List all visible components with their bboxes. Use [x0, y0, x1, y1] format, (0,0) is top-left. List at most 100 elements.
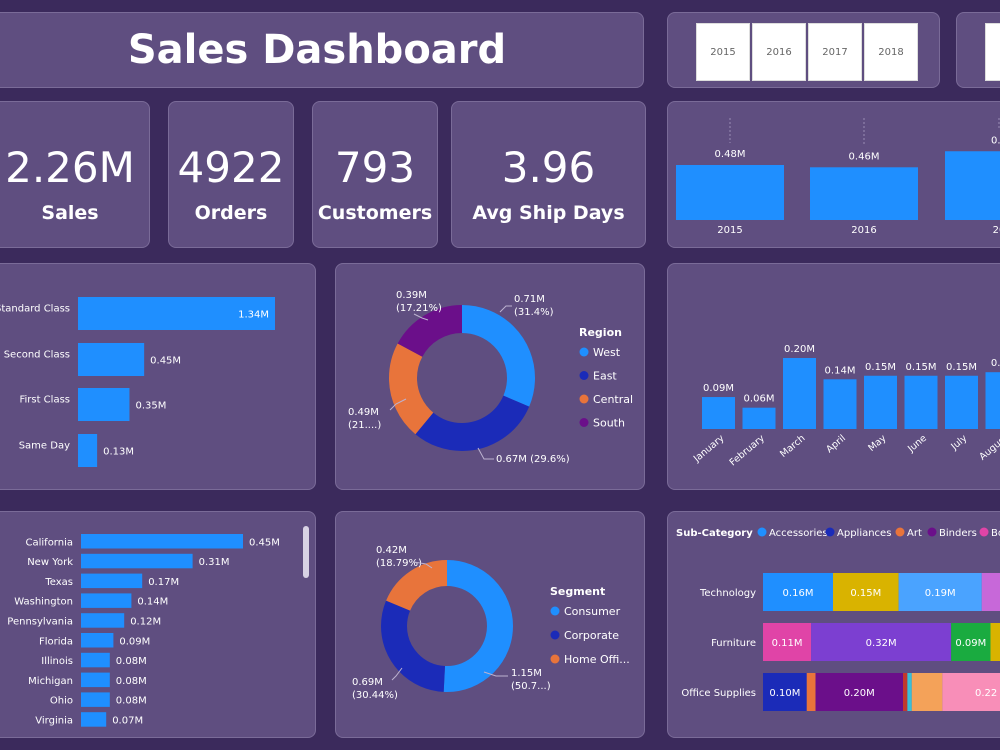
year-tick-label: 20 [993, 225, 1000, 236]
donut-slice-east [389, 305, 535, 451]
donut-leader-line [391, 667, 403, 681]
category-segment [981, 573, 1000, 611]
category-segment [763, 623, 812, 661]
title-card: Sales Dashboard [0, 12, 644, 88]
year-button-2018[interactable]: 2018 [864, 23, 918, 81]
category-segment [951, 623, 991, 661]
state-bar [81, 534, 243, 549]
category-segment [833, 573, 899, 611]
month-bar-label: 0.14M [825, 365, 856, 376]
category-segment [811, 623, 952, 661]
state-scrollbar[interactable] [303, 526, 309, 578]
donut-slice-home-offi- [381, 560, 513, 692]
donut-leader-line [413, 561, 433, 569]
state-bar [81, 573, 143, 589]
legend-swatch [550, 654, 560, 664]
category-label: Furniture [711, 638, 756, 649]
state-bar-label: 0.17M [148, 577, 179, 588]
state-category-label: Texas [44, 577, 73, 588]
month-bar [702, 397, 735, 429]
state-category-label: Pennsylvania [7, 616, 73, 627]
category-segment-label: 0.20M [844, 688, 875, 699]
ship-mode-category-label: Same Day [19, 441, 70, 452]
legend-item: Bo [991, 528, 1000, 539]
year-button-2015[interactable]: 2015 [696, 23, 750, 81]
month-bar [864, 375, 897, 429]
category-segment-label: 0.16M [783, 588, 814, 599]
month-tick-label: August [977, 433, 1000, 463]
sales-by-ship-mode-card: Standard Class 1.34M Second Class 0.45M Firs… [0, 263, 316, 490]
donut-slice-corporate [381, 560, 513, 692]
state-bar-label: 0.08M [116, 696, 147, 707]
category-segment-label: 0.10M [769, 688, 800, 699]
partial-slicer-card [956, 12, 1000, 88]
month-tick-label: June [905, 433, 929, 455]
ship-mode-bar-label: 0.35M [135, 401, 166, 412]
month-bar-label: 0.15M [946, 362, 977, 373]
ship-mode-bar [78, 434, 98, 467]
legend-swatch [757, 527, 767, 537]
donut-data-label: (21....) [348, 420, 381, 431]
category-segment [898, 573, 982, 611]
sales-by-segment-card: 1.15M (50.7...) 0.69M (30.44%) 0.42M (18.79%)… [335, 511, 645, 738]
year-button-2017[interactable]: 2017 [808, 23, 862, 81]
category-segment [907, 673, 912, 711]
month-bar-label: 0.06M [744, 394, 775, 405]
year-tick-label: 2016 [851, 225, 876, 236]
state-bar [81, 633, 114, 648]
month-bar-label: 0.09M [703, 383, 734, 394]
legend-swatch [825, 527, 835, 537]
month-bar-label: 0.15M [865, 362, 896, 373]
category-segment [911, 673, 943, 711]
state-bar-label: 0.12M [130, 616, 161, 627]
sales-by-state-card: California 0.45M New York 0.31M Texas 0.17M Wa… [0, 511, 316, 738]
category-segment [806, 673, 816, 711]
donut-data-label: 0.39M [396, 290, 427, 301]
state-category-label: Florida [39, 636, 73, 647]
legend-item: Appliances [837, 528, 891, 539]
page-title: Sales Dashboard [127, 27, 507, 73]
state-category-label: California [26, 537, 74, 548]
category-segment-label: 0.22 [975, 688, 997, 699]
month-bar [945, 375, 978, 429]
legend-title: Sub-Category [676, 528, 753, 539]
category-label: Technology [699, 588, 756, 599]
partial-slicer-button[interactable] [985, 23, 1000, 81]
year-bar-label: 0.46M [849, 151, 880, 162]
state-bar-label: 0.09M [119, 636, 150, 647]
year-slicer: 2015 2016 2017 2018 [667, 12, 940, 88]
kpi-orders-label: Orders [194, 202, 268, 224]
legend-item: Corporate [564, 629, 619, 642]
state-bar [81, 553, 193, 569]
state-bar-label: 0.08M [116, 676, 147, 687]
category-segment [903, 673, 908, 711]
kpi-sales-value: 2.26M [5, 143, 135, 192]
category-segment [990, 623, 1000, 661]
state-bar [81, 692, 110, 707]
state-category-label: Washington [14, 597, 73, 608]
donut-leader-line [483, 671, 508, 677]
kpi-customers-card: 793 Customers [312, 101, 438, 248]
kpi-avg-ship-label: Avg Ship Days [472, 202, 625, 224]
year-button-2016[interactable]: 2016 [752, 23, 806, 81]
month-tick-label: May [866, 433, 888, 454]
category-label: Office Supplies [681, 688, 756, 699]
category-segment [815, 673, 903, 711]
month-tick-label: July [948, 433, 969, 453]
month-bar [985, 372, 1000, 429]
ship-mode-category-label: Standard Class [0, 304, 70, 315]
kpi-avg-ship-card: 3.96 Avg Ship Days [451, 101, 646, 248]
ship-mode-bar-label: 0.13M [103, 447, 134, 458]
sales-by-state-chart: California 0.45M New York 0.31M Texas 0.17M Wa… [7, 534, 280, 727]
year-bar-label: 0.48M [715, 149, 746, 160]
sales-by-category-card: Sub-Category Accessories Appliances Art Bind… [667, 511, 1000, 738]
ship-mode-bar-label: 1.34M [238, 310, 269, 321]
state-category-label: Virginia [35, 715, 73, 726]
donut-data-label: (18.79%) [376, 558, 422, 569]
month-tick-label: April [824, 433, 848, 455]
state-category-label: Ohio [50, 696, 73, 707]
legend-swatch [579, 347, 589, 357]
month-bar-label: 0.20M [784, 344, 815, 355]
kpi-orders-card: 4922 Orders [168, 101, 294, 248]
month-bar-label: 0.16 [991, 358, 1000, 369]
